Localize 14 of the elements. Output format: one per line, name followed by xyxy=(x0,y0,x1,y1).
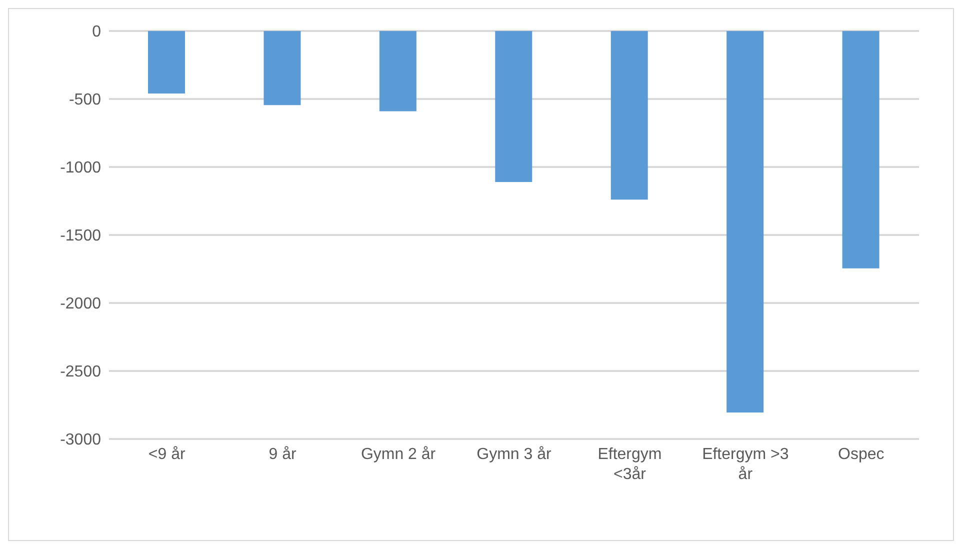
y-tick-label: -3000 xyxy=(60,432,102,449)
x-tick-label: 9 år xyxy=(268,446,298,463)
x-tick-label: Ospec xyxy=(838,446,884,463)
x-tick-label: Eftergym >3 år xyxy=(702,446,789,483)
y-tick-label: -500 xyxy=(68,92,102,109)
y-tick-label: -1000 xyxy=(60,160,102,177)
y-tick-label: 0 xyxy=(92,24,102,41)
y-tick-label: -2000 xyxy=(60,296,102,313)
y-tick-label: -1500 xyxy=(60,228,102,245)
y-tick-label: -2500 xyxy=(60,364,102,381)
x-tick-label: Gymn 2 år xyxy=(360,446,436,463)
x-tick-label: <9 år xyxy=(148,446,186,463)
x-tick-label: Eftergym <3år xyxy=(598,446,662,483)
x-tick-label: Gymn 3 år xyxy=(476,446,552,463)
